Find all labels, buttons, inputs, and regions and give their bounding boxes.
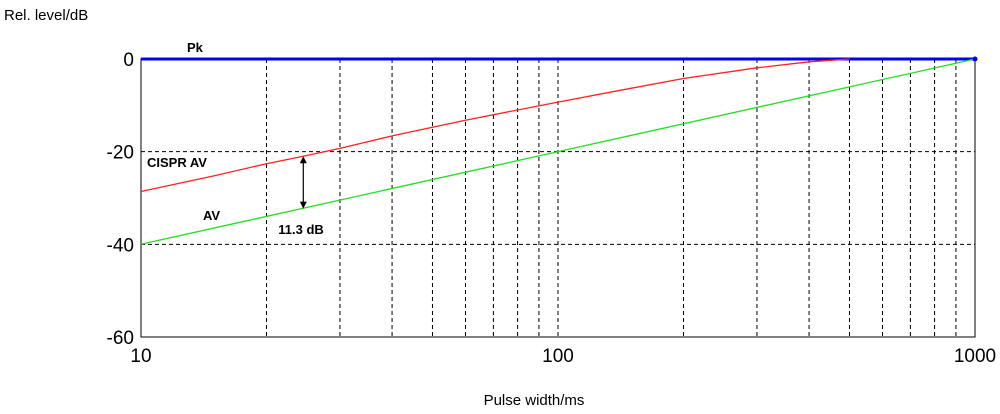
x-tick-label: 1000 bbox=[954, 346, 996, 367]
annotation-arrowhead-down bbox=[299, 201, 307, 209]
y-tick-label: 0 bbox=[123, 50, 134, 71]
series-label-av: AV bbox=[203, 208, 220, 223]
y-tick-label: -20 bbox=[107, 143, 134, 164]
x-tick-label: 10 bbox=[130, 346, 151, 367]
plot-frame bbox=[140, 58, 976, 338]
y-tick-label: -40 bbox=[107, 235, 134, 256]
x-tick-label: 100 bbox=[542, 346, 574, 367]
annotations: 11.3 dB bbox=[278, 156, 324, 237]
series-end-marker bbox=[972, 56, 978, 62]
grid bbox=[141, 59, 975, 337]
tick-labels: 10 100 1000 0 -20 -40 -60 bbox=[107, 50, 997, 367]
annotation-arrowhead-up bbox=[299, 156, 307, 164]
series-line-av bbox=[140, 58, 976, 245]
series-line-cispr-av bbox=[140, 58, 850, 193]
series-labels: Pk CISPR AV AV bbox=[147, 40, 220, 223]
series-lines bbox=[140, 56, 978, 245]
y-axis-title: Rel. level/dB bbox=[4, 7, 88, 24]
series-label-cispr-av: CISPR AV bbox=[147, 155, 207, 170]
series-label-pk: Pk bbox=[187, 40, 204, 55]
y-tick-label: -60 bbox=[107, 328, 134, 349]
annotation-label: 11.3 dB bbox=[278, 222, 324, 237]
x-axis-title: Pulse width/ms bbox=[484, 392, 585, 409]
